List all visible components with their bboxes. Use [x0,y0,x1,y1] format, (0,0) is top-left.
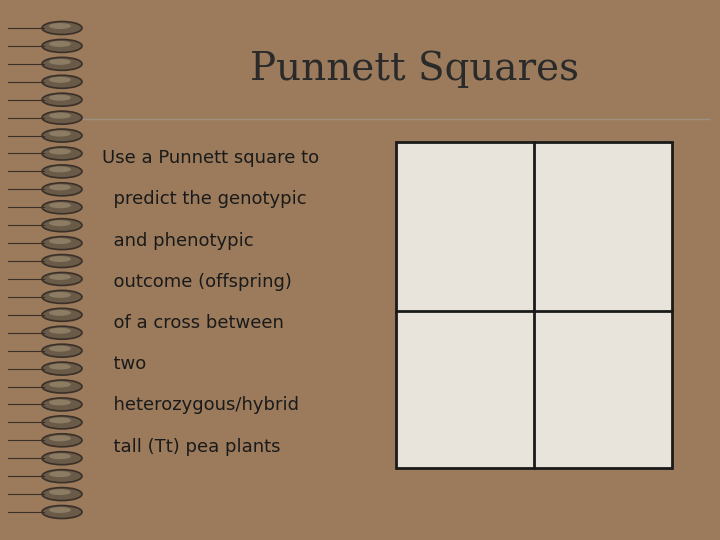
Ellipse shape [49,471,71,477]
Ellipse shape [49,274,71,280]
Text: of a cross between: of a cross between [102,314,284,332]
Ellipse shape [49,310,71,316]
Text: tall (Tt) pea plants: tall (Tt) pea plants [102,437,280,456]
Text: and phenotypic: and phenotypic [102,232,253,249]
Ellipse shape [49,507,71,513]
Ellipse shape [49,453,71,459]
Ellipse shape [49,77,71,83]
Text: Use a Punnett square to: Use a Punnett square to [102,149,319,167]
Ellipse shape [49,328,71,334]
Text: Punnett Squares: Punnett Squares [251,50,580,87]
Ellipse shape [42,434,82,447]
Ellipse shape [42,201,82,214]
Ellipse shape [42,237,82,249]
Ellipse shape [42,254,82,267]
Ellipse shape [49,292,71,298]
Ellipse shape [42,219,82,232]
Ellipse shape [42,165,82,178]
Ellipse shape [42,75,82,88]
Ellipse shape [42,362,82,375]
Ellipse shape [49,148,71,154]
Ellipse shape [49,417,71,423]
Ellipse shape [42,452,82,465]
Ellipse shape [49,113,71,119]
Ellipse shape [42,470,82,483]
Ellipse shape [49,435,71,441]
Ellipse shape [49,59,71,65]
Ellipse shape [42,111,82,124]
Text: predict the genotypic: predict the genotypic [102,191,306,208]
Ellipse shape [49,382,71,388]
Ellipse shape [49,238,71,244]
Ellipse shape [42,380,82,393]
Ellipse shape [49,166,71,172]
Ellipse shape [49,363,71,369]
Ellipse shape [42,57,82,70]
Ellipse shape [42,416,82,429]
Ellipse shape [42,147,82,160]
Ellipse shape [49,94,71,100]
Ellipse shape [42,505,82,518]
Ellipse shape [42,22,82,35]
Ellipse shape [42,326,82,339]
Ellipse shape [49,489,71,495]
Ellipse shape [42,488,82,501]
Ellipse shape [42,39,82,52]
Ellipse shape [42,93,82,106]
Ellipse shape [49,184,71,190]
Ellipse shape [49,131,71,137]
Ellipse shape [49,23,71,29]
Ellipse shape [42,183,82,196]
Ellipse shape [42,308,82,321]
Ellipse shape [49,400,71,406]
Text: two: two [102,355,146,373]
Bar [396,141,672,468]
Ellipse shape [42,398,82,411]
Ellipse shape [42,273,82,286]
Ellipse shape [42,129,82,142]
Text: outcome (offspring): outcome (offspring) [102,273,292,291]
Ellipse shape [49,41,71,47]
Ellipse shape [49,220,71,226]
Text: heterozygous/hybrid: heterozygous/hybrid [102,396,299,414]
Ellipse shape [42,291,82,303]
Ellipse shape [49,346,71,352]
Ellipse shape [49,202,71,208]
Ellipse shape [42,344,82,357]
Ellipse shape [49,256,71,262]
